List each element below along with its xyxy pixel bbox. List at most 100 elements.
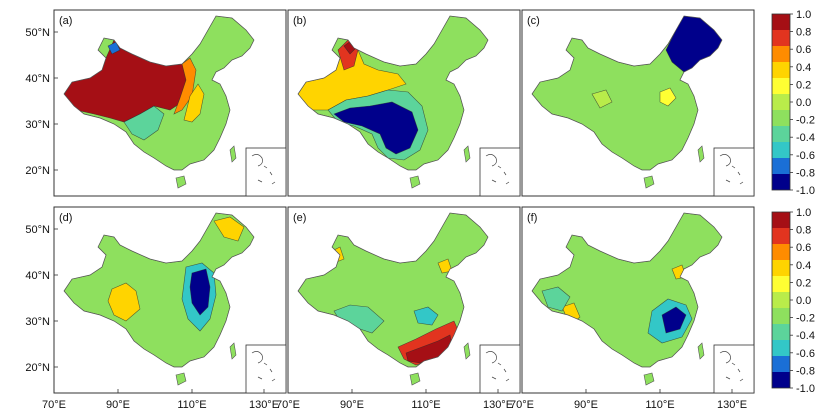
colorbar-tick-label: -1.0 (796, 185, 815, 197)
colorbar-tick-label: 1.0 (796, 9, 811, 21)
colorbar-bottom: 1.0 0.8 0.6 0.4 0.2 0.0 -0.2 -0.4 -0.6 -0.8 -1.0 (771, 207, 815, 395)
x-tick-label: 70°E (42, 399, 66, 411)
panel-c-region (591, 89, 613, 109)
x-tick-label: 110°E (411, 399, 440, 411)
panel-c-inset (713, 147, 755, 197)
colorbar-top: 1.0 0.8 0.6 0.4 0.2 0.0 -0.2 -0.4 -0.6 -0.8 -1.0 (771, 9, 815, 197)
colorbar-tick-label: 0.2 (796, 277, 811, 289)
panel-a-outline (63, 15, 255, 171)
panel-a-taiwan (229, 145, 237, 163)
panel-d-hainan (175, 372, 187, 386)
panel-a-map (64, 16, 254, 170)
colorbar-tick-label: 0.8 (796, 27, 811, 39)
panel-a-label: (a) (59, 15, 72, 27)
x-tick-label: 90°E (340, 399, 364, 411)
colorbar-swatch (772, 14, 790, 30)
x-tick-label: 130°E (717, 399, 747, 411)
colorbar-tick-label: 1.0 (796, 207, 811, 219)
panel-d-region (107, 282, 141, 322)
panels: (a) 50°N 40°N 30°N 20°N (b) (c) (d) 50°N 40°N 30°N… (25, 9, 755, 411)
panel-e: (e) 70°E 90°E 110°E 130°E (276, 206, 521, 411)
panel-d-label: (d) (59, 212, 72, 224)
panel-c-label: (c) (527, 15, 540, 27)
panel-a-region (183, 83, 205, 123)
panel-f-region (661, 306, 687, 334)
panel-b-region (333, 101, 419, 155)
panel-e-outline (297, 212, 489, 368)
panel-f-outline (531, 212, 723, 368)
panel-d-taiwan (229, 342, 237, 360)
panel-f: (f) 70°E 90°E 110°E 130°E (510, 206, 755, 411)
colorbar-swatch (772, 212, 790, 228)
panel-b-hainan (409, 175, 421, 189)
panel-e-taiwan (463, 342, 471, 360)
colorbar-swatch (772, 356, 790, 372)
y-tick-label: 30°N (25, 119, 50, 131)
y-tick-label: 40°N (25, 270, 50, 282)
x-tick-label: 70°E (276, 399, 300, 411)
colorbar-swatch (772, 324, 790, 340)
colorbar-swatch (772, 158, 790, 174)
colorbar-tick-label: -0.4 (796, 132, 815, 144)
colorbar-tick-label: -0.8 (796, 365, 815, 377)
colorbar-tick-label: -0.6 (796, 150, 815, 162)
colorbar-tick-label: 0.8 (796, 225, 811, 237)
panel-c-outline (531, 15, 723, 171)
x-tick-label: 130°E (249, 399, 279, 411)
colorbar-tick-label: -0.6 (796, 348, 815, 360)
panel-d-region (213, 216, 245, 242)
panel-e-label: (e) (293, 212, 306, 224)
panel-a-region (173, 57, 197, 115)
y-tick-label: 40°N (25, 73, 50, 85)
colorbar-swatch (772, 30, 790, 46)
colorbar-swatch (772, 260, 790, 276)
panel-c-map (532, 16, 722, 170)
colorbar-swatch (772, 340, 790, 356)
colorbar-tick-label: 0.6 (796, 242, 811, 254)
x-tick-label: 90°E (574, 399, 598, 411)
panel-c-region (659, 87, 677, 107)
panel-d-inset (245, 344, 287, 394)
y-tick-label: 20°N (25, 362, 50, 374)
colorbar-swatch (772, 94, 790, 110)
colorbar-tick-label: 0.4 (796, 260, 811, 272)
colorbar-swatch (772, 228, 790, 244)
colorbar-swatch (772, 244, 790, 260)
colorbar-swatch (772, 276, 790, 292)
colorbar-swatch (772, 174, 790, 190)
y-tick-label: 30°N (25, 316, 50, 328)
colorbar-swatch (772, 292, 790, 308)
colorbar-swatch (772, 78, 790, 94)
panel-d-map (64, 213, 254, 367)
panel-b-outline (297, 15, 489, 171)
panel-a-inset (245, 147, 287, 197)
panel-b-map (298, 16, 488, 170)
colorbar-tick-label: 0.4 (796, 62, 811, 74)
colorbar-tick-label: -1.0 (796, 383, 815, 395)
panel-d-region (189, 268, 211, 316)
x-tick-label: 110°E (177, 399, 206, 411)
y-tick-label: 50°N (25, 224, 50, 236)
x-tick-label: 70°E (510, 399, 534, 411)
panel-b-inset (479, 147, 521, 197)
colorbar-swatch (772, 46, 790, 62)
panel-a-region (123, 105, 165, 141)
panel-e-inset (479, 344, 521, 394)
panel-a-hainan (175, 175, 187, 189)
colorbar-tick-label: -0.2 (796, 313, 815, 325)
panel-a: (a) 50°N 40°N 30°N 20°N (25, 9, 287, 197)
panel-f-hainan (643, 372, 655, 386)
colorbar-tick-label: 0.2 (796, 79, 811, 91)
panel-e-region (413, 306, 439, 326)
y-tick-label: 50°N (25, 27, 50, 39)
panel-e-hainan (409, 372, 421, 386)
x-tick-label: 110°E (645, 399, 674, 411)
panel-f-label: (f) (527, 212, 537, 224)
colorbar-swatch (772, 62, 790, 78)
panel-f-taiwan (697, 342, 705, 360)
colorbar-swatch (772, 110, 790, 126)
x-tick-label: 90°E (106, 399, 130, 411)
colorbar-tick-label: -0.8 (796, 167, 815, 179)
colorbar-tick-label: -0.4 (796, 330, 815, 342)
colorbar-tick-label: 0.0 (796, 295, 811, 307)
